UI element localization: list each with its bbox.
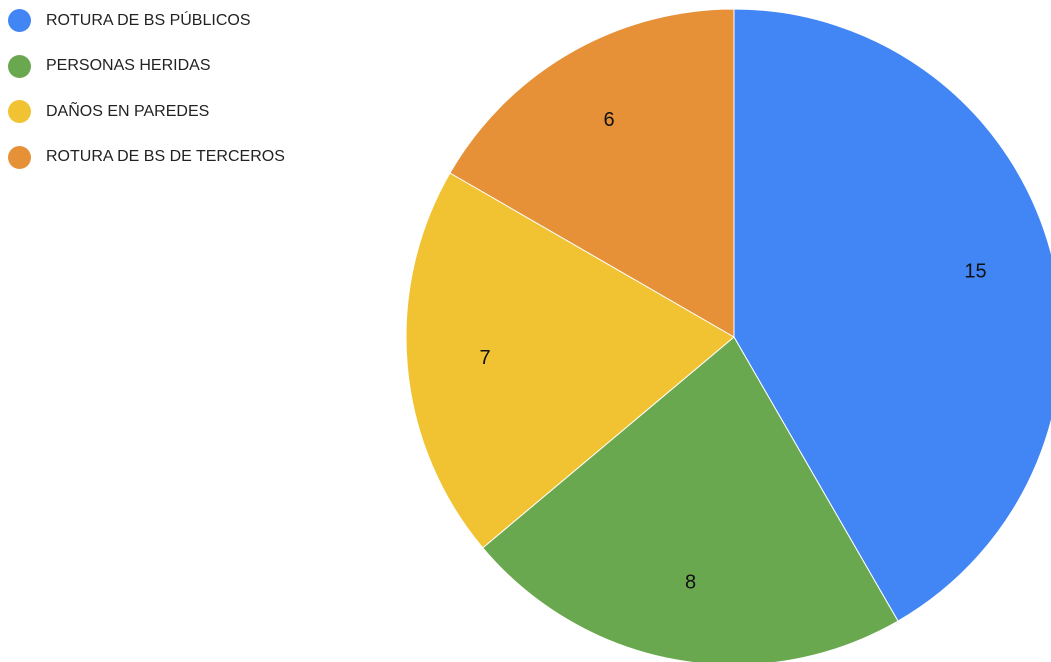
pie-slice [405, 172, 735, 549]
slice-value-label: 8 [685, 571, 696, 593]
legend-label: DAÑOS EN PAREDES [46, 102, 210, 120]
legend-swatch [8, 145, 31, 169]
slice-value-label: 15 [964, 261, 986, 283]
legend-swatch [8, 54, 31, 78]
legend-swatch [8, 9, 31, 32]
legend-swatch [8, 100, 31, 123]
slice-value-label: 6 [603, 109, 614, 131]
legend-label: ROTURA DE BS DE TERCEROS [46, 148, 285, 165]
legend-label: PERSONAS HERIDAS [46, 57, 211, 74]
chart-legend: ROTURA DE BS PÚBLICOS PERSONAS HERIDAS D… [8, 9, 285, 191]
legend-item: DAÑOS EN PAREDES [8, 100, 285, 123]
legend-label: ROTURA DE BS PÚBLICOS [46, 11, 251, 29]
slice-value-label: 7 [479, 347, 490, 369]
legend-item: PERSONAS HERIDAS [8, 54, 285, 78]
pie-slice [482, 336, 899, 662]
legend-item: ROTURA DE BS PÚBLICOS [8, 9, 285, 32]
legend-item: ROTURA DE BS DE TERCEROS [8, 145, 285, 169]
pie-slice [449, 8, 735, 338]
